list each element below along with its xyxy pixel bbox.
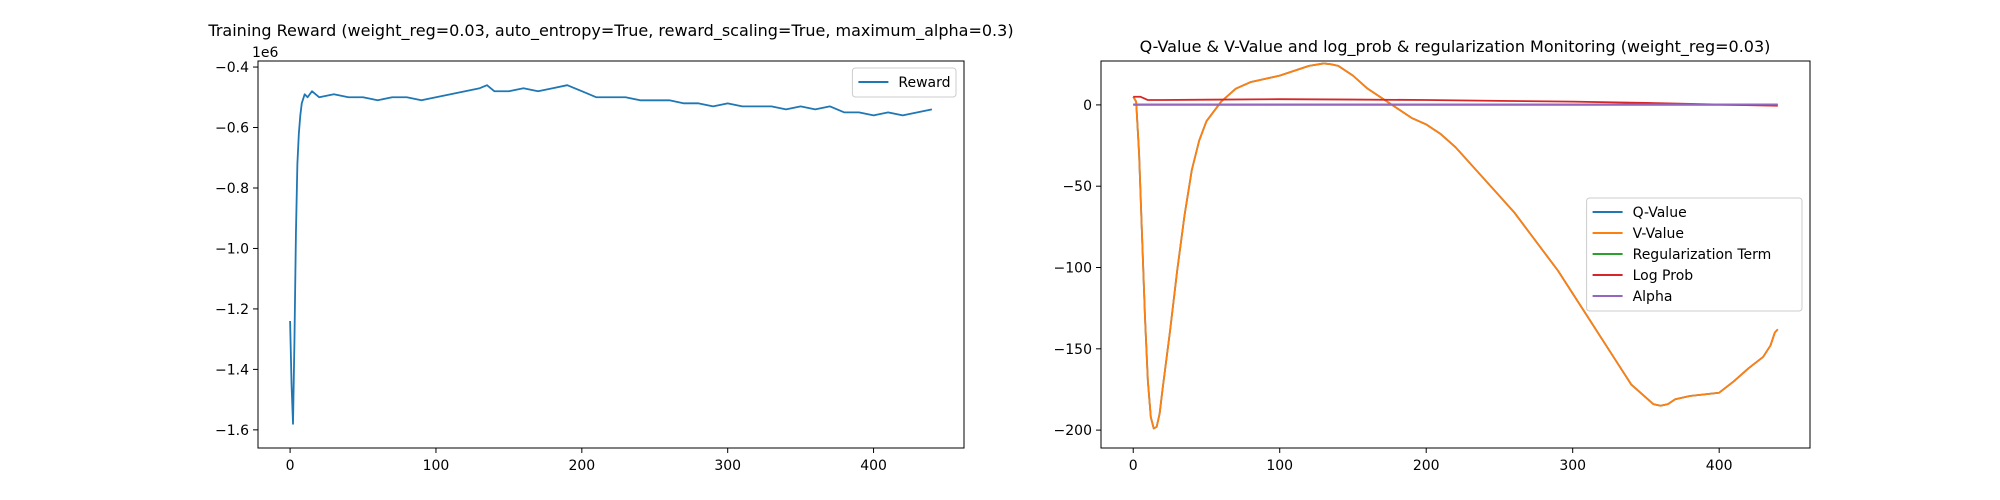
reward-plot-area: 0 100 200 300 400 −1.6 −1.4 −1.2 −1.0 −0.8 −0.6 −0.…	[215, 60, 965, 474]
legend-label: Q-Value	[1633, 205, 1687, 221]
axes-frame	[257, 60, 965, 449]
reward-chart: Training Reward (weight_reg=0.03, auto_e…	[207, 21, 1013, 474]
reward-y-offset-label: 1e6	[252, 45, 279, 61]
y-tick-label: 0	[1083, 98, 1092, 114]
x-tick-label: 300	[714, 458, 741, 474]
series-line-v-value	[1132, 62, 1779, 430]
x-tick-label: 100	[1266, 458, 1293, 474]
monitoring-plot-area: 0 100 200 300 400 −200 −150 −100 −50 0 Q-Value V-Va…	[1054, 60, 1811, 474]
x-tick-label: 300	[1559, 458, 1586, 474]
legend: Reward	[851, 67, 957, 98]
y-tick-label: −0.6	[215, 121, 249, 137]
y-tick-label: −50	[1062, 179, 1092, 195]
x-tick-label: 100	[423, 458, 450, 474]
x-tick-label: 400	[1706, 458, 1733, 474]
y-tick-label: −1.6	[215, 423, 249, 439]
series-line-log-prob	[1133, 95, 1778, 107]
x-tick-label: 0	[286, 458, 295, 474]
x-tick-label: 0	[1129, 458, 1138, 474]
legend-label: V-Value	[1633, 226, 1684, 242]
y-tick-label: −100	[1054, 261, 1092, 277]
y-tick-label: −1.2	[215, 302, 249, 318]
monitoring-chart-title: Q-Value & V-Value and log_prob & regular…	[1140, 37, 1771, 57]
y-tick-label: −0.4	[215, 60, 249, 76]
reward-chart-title: Training Reward (weight_reg=0.03, auto_e…	[207, 21, 1013, 41]
axes-frame	[1100, 60, 1811, 449]
legend-label: Log Prob	[1633, 268, 1694, 284]
monitoring-chart: Q-Value & V-Value and log_prob & regular…	[1054, 37, 1811, 474]
y-tick-label: −1.4	[215, 362, 249, 378]
y-tick-label: −0.8	[215, 181, 249, 197]
x-tick-label: 400	[860, 458, 887, 474]
y-tick-label: −1.0	[215, 241, 249, 257]
y-tick-label: −200	[1054, 423, 1092, 439]
legend-label: Regularization Term	[1633, 247, 1772, 263]
series-line-reward	[289, 84, 933, 425]
legend-label: Reward	[898, 75, 950, 91]
x-tick-label: 200	[1413, 458, 1440, 474]
y-tick-label: −150	[1054, 342, 1092, 358]
x-tick-label: 200	[568, 458, 595, 474]
legend: Q-Value V-Value Regularization Term Log Pro…	[1586, 197, 1803, 312]
legend-label: Alpha	[1633, 289, 1673, 305]
